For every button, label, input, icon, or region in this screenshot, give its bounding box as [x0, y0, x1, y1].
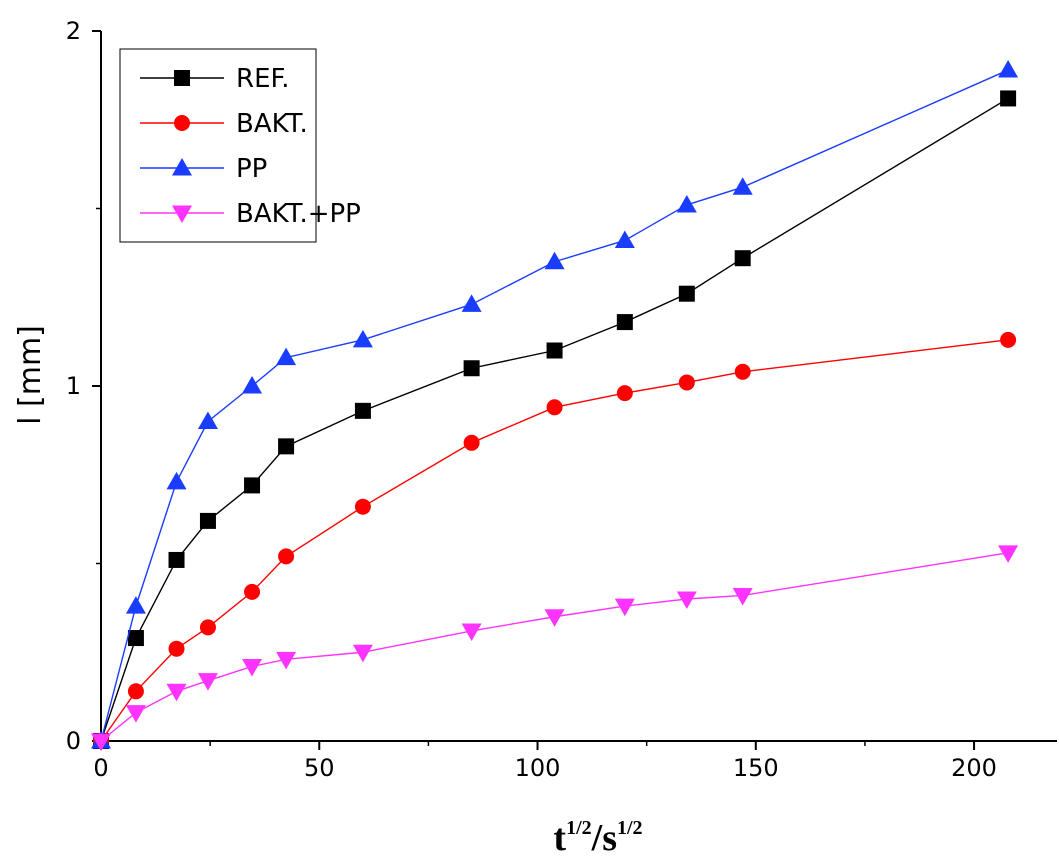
- data-point: [998, 545, 1019, 563]
- data-point: [461, 294, 482, 312]
- data-point: [352, 644, 373, 663]
- x-tick-label: 50: [304, 754, 335, 782]
- data-point: [544, 609, 565, 627]
- series-layer: [91, 60, 1019, 751]
- data-point: [127, 630, 144, 647]
- axes: 0 50 100 150 200 0 1 2: [66, 17, 1057, 782]
- x-tick-label: 150: [733, 754, 779, 782]
- data-point: [616, 385, 633, 402]
- legend-item: PP: [140, 154, 267, 184]
- data-point: [616, 314, 633, 331]
- x-tick-label: 0: [93, 754, 108, 782]
- data-point: [463, 434, 480, 451]
- legend-label: REF.: [236, 64, 290, 94]
- x-tick-label: 200: [951, 754, 997, 782]
- series-2: [93, 331, 1017, 749]
- data-point: [461, 623, 482, 641]
- data-point: [614, 230, 635, 248]
- series-3: [91, 60, 1019, 749]
- data-point: [278, 438, 295, 455]
- series-line: [100, 552, 1009, 742]
- data-point: [197, 673, 218, 691]
- data-point: [127, 683, 144, 700]
- legend-item: REF.: [140, 64, 290, 94]
- data-point: [676, 591, 697, 609]
- x-tick-label: 100: [515, 754, 561, 782]
- legend: REF. BAKT. PP BAKT.+PP: [119, 48, 361, 243]
- data-point: [544, 251, 565, 270]
- series-4: [91, 545, 1019, 751]
- data-point: [546, 399, 563, 416]
- data-point: [166, 471, 187, 490]
- series-1: [93, 90, 1017, 749]
- legend-item: BAKT.: [140, 109, 308, 139]
- data-point: [242, 658, 263, 677]
- data-point: [168, 551, 185, 568]
- data-point: [463, 360, 480, 377]
- y-axis-label: l [mm]: [13, 325, 48, 425]
- legend-marker: [172, 205, 192, 223]
- x-axis-label: t1/2/s1/2: [553, 817, 642, 858]
- data-point: [91, 733, 111, 751]
- data-point: [354, 498, 371, 515]
- legend-marker: [174, 115, 190, 131]
- data-point: [244, 477, 261, 494]
- legend-box: [119, 48, 317, 243]
- data-point: [678, 285, 695, 302]
- data-point: [614, 598, 635, 617]
- data-point: [734, 250, 751, 267]
- data-point: [732, 177, 753, 195]
- legend-label: PP: [236, 154, 267, 184]
- legend-label: BAKT.+PP: [236, 199, 361, 229]
- data-point: [1000, 331, 1017, 348]
- legend-marker: [172, 158, 192, 176]
- data-point: [732, 587, 753, 606]
- data-point: [197, 411, 218, 429]
- y-tick-label: 1: [66, 372, 81, 400]
- legend-label: BAKT.: [236, 109, 308, 139]
- data-point: [199, 619, 216, 636]
- data-point: [352, 329, 373, 348]
- data-point: [242, 376, 263, 394]
- data-point: [734, 363, 751, 380]
- data-point: [678, 374, 695, 391]
- legend-item: BAKT.+PP: [140, 199, 361, 229]
- data-point: [199, 512, 216, 529]
- data-point: [125, 596, 146, 614]
- legend-marker: [174, 70, 190, 86]
- data-point: [276, 651, 297, 670]
- y-tick-label: 0: [66, 727, 81, 755]
- data-point: [125, 705, 146, 723]
- data-point: [546, 342, 563, 359]
- data-point: [166, 683, 187, 702]
- data-point: [276, 347, 297, 366]
- data-point: [676, 194, 697, 213]
- data-point: [1000, 90, 1017, 107]
- data-point: [998, 60, 1019, 78]
- data-point: [244, 583, 261, 600]
- data-point: [168, 640, 185, 657]
- y-tick-label: 2: [66, 17, 81, 45]
- data-point: [354, 402, 371, 419]
- data-point: [278, 548, 295, 565]
